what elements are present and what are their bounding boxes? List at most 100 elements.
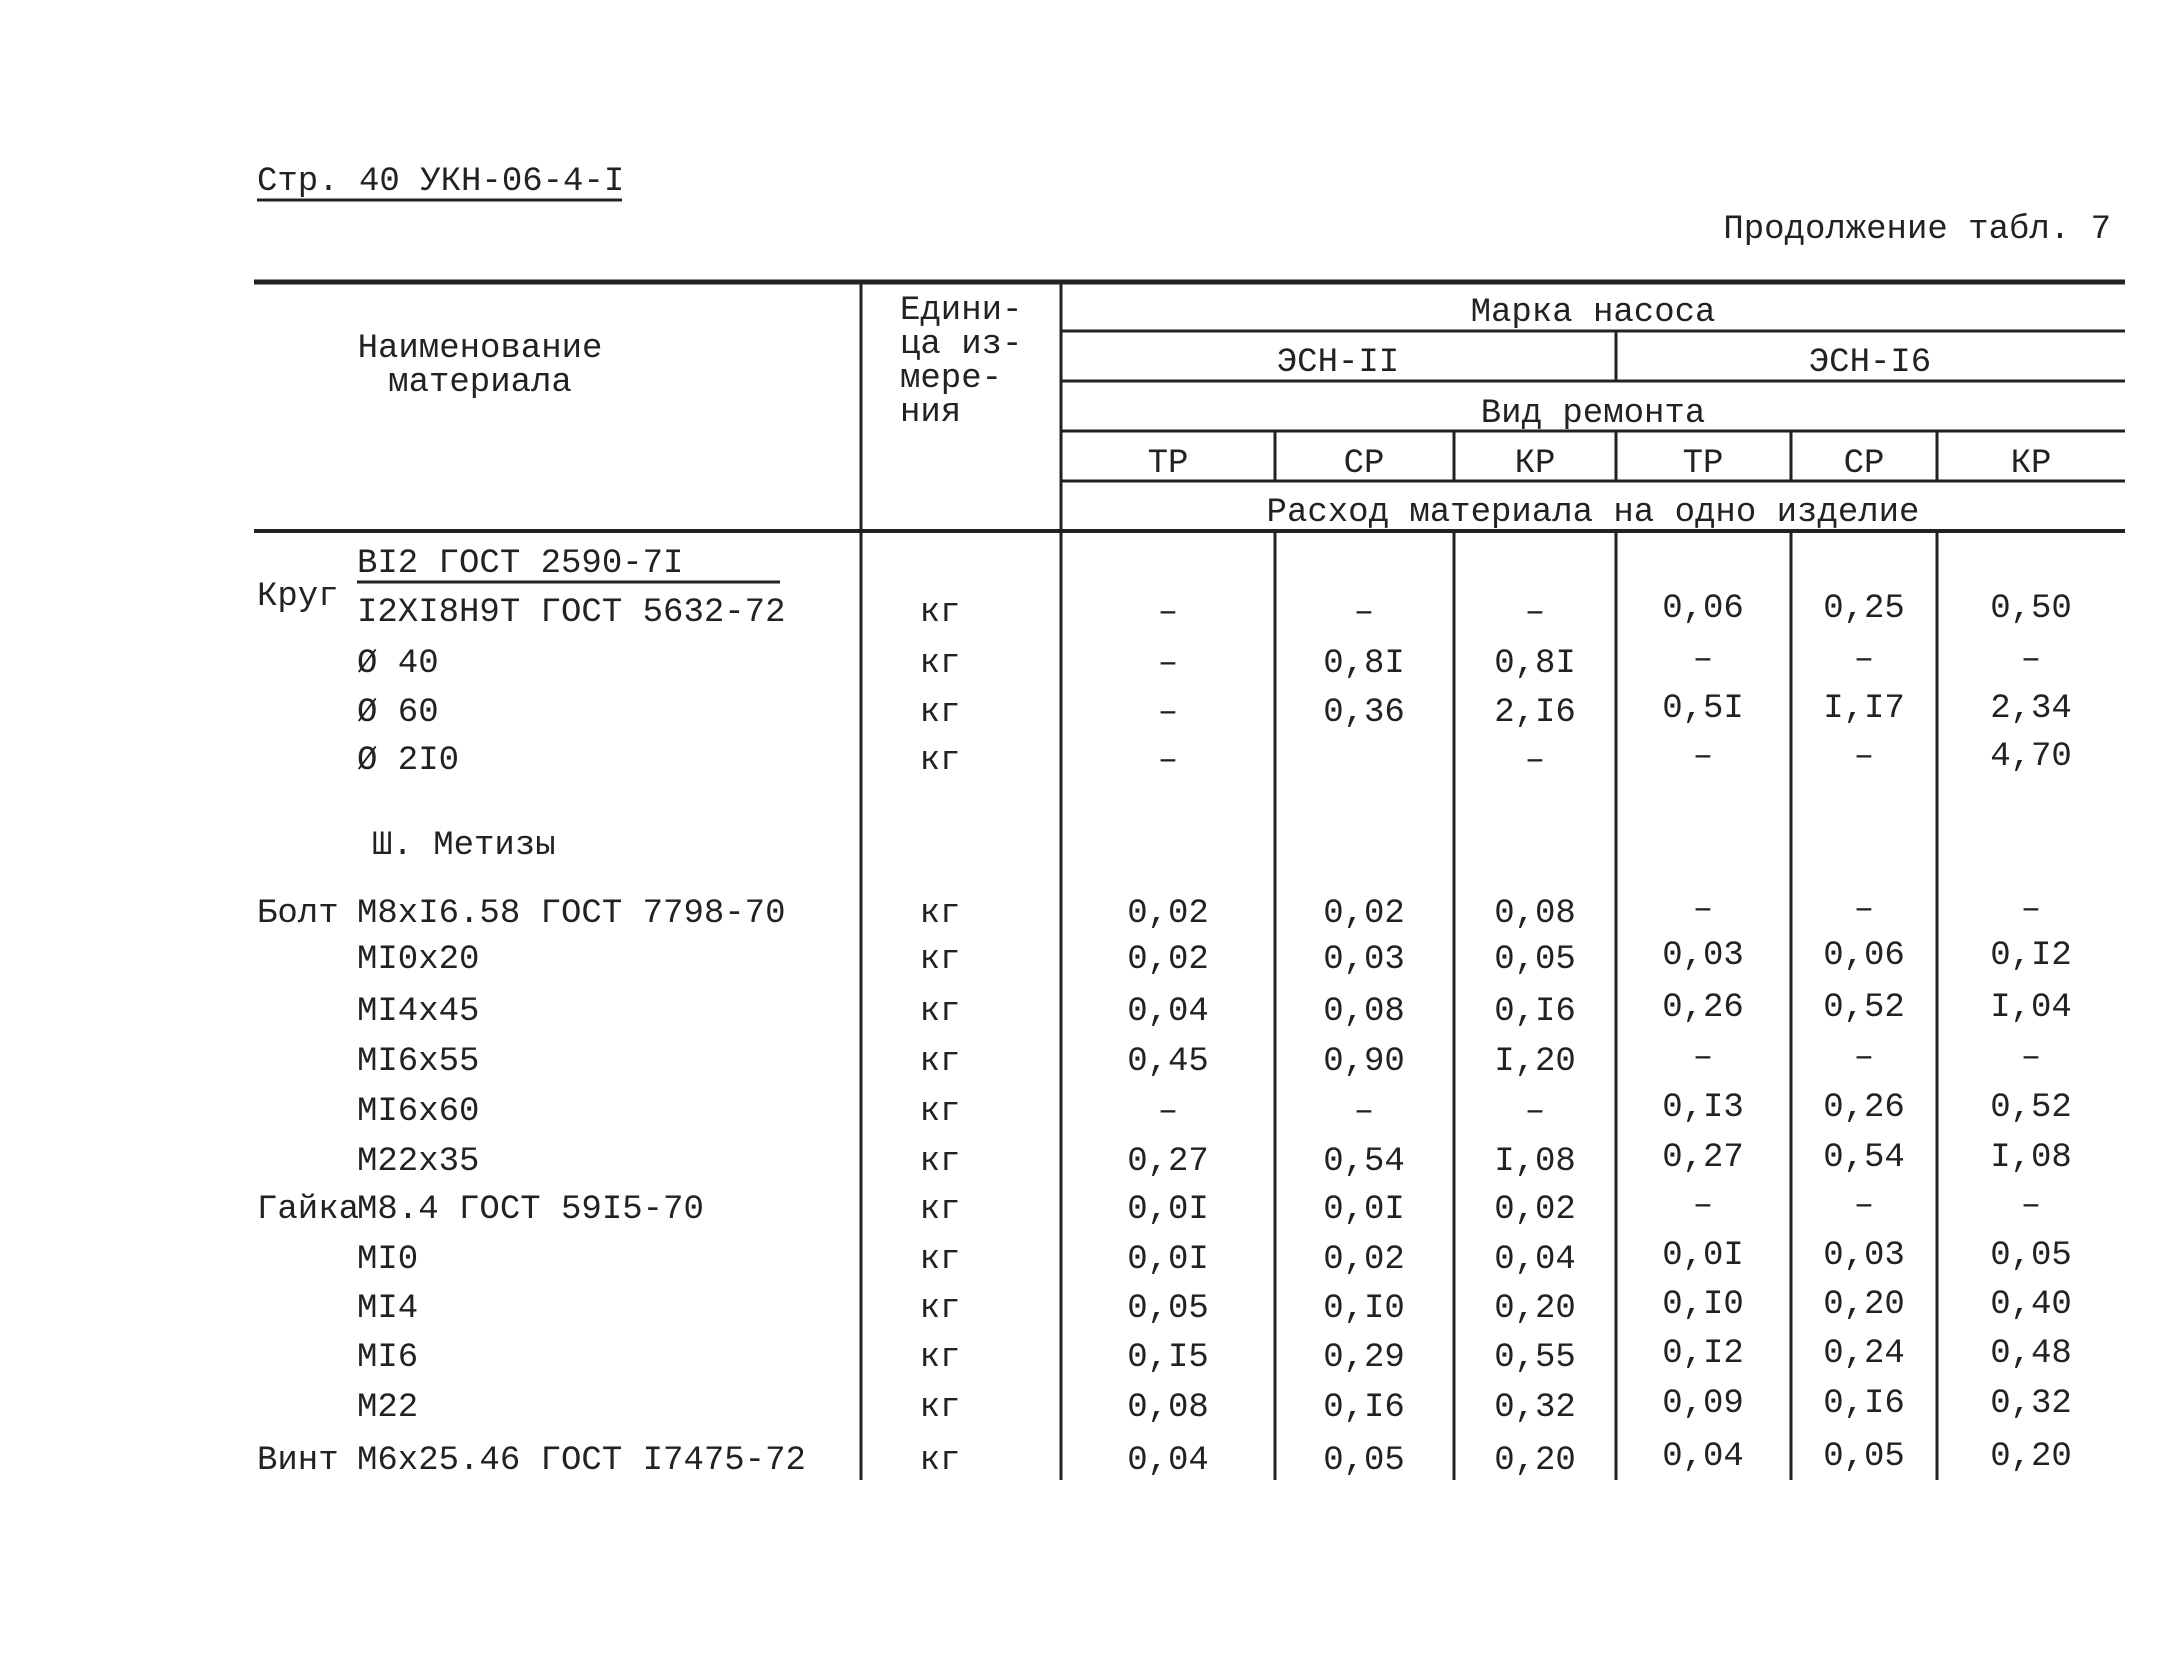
row-lead: Винт	[257, 1442, 339, 1480]
row-lead: Болт	[257, 895, 339, 933]
row-name: М22х35	[357, 1143, 479, 1181]
row-unit: кг	[920, 1191, 961, 1229]
cell-value: 0,05	[1323, 1442, 1405, 1480]
cell-value: 0,0I	[1127, 1191, 1209, 1229]
row-name: МI0	[357, 1241, 418, 1279]
cell-value: –	[1158, 1093, 1178, 1131]
table-rules	[254, 279, 2125, 1480]
head-repair-type: ТР	[1148, 445, 1189, 483]
continuation: Продолжение табл. 7	[1723, 211, 2111, 249]
head-repair-type: СР	[1344, 445, 1385, 483]
cell-value: –	[2021, 1187, 2041, 1225]
cell-value: 0,50	[1990, 590, 2072, 628]
row-unit: кг	[920, 895, 961, 933]
cell-value: 0,25	[1823, 590, 1905, 628]
cell-value: I,20	[1494, 1043, 1576, 1081]
cell-value: 0,36	[1323, 694, 1405, 732]
head-repair-type: КР	[2011, 445, 2052, 483]
cell-value: –	[1158, 742, 1178, 780]
row-name: М8.4 ГОСТ 59I5-70	[357, 1191, 704, 1229]
row-name: М6х25.46 ГОСТ I7475-72	[357, 1442, 806, 1480]
row-name: I2ХI8Н9Т ГОСТ 5632-72	[357, 594, 785, 632]
cell-value: 0,20	[1990, 1438, 2072, 1476]
head-pump: ЭСН-II	[1277, 344, 1399, 382]
cell-value: 0,45	[1127, 1043, 1209, 1081]
row-unit: кг	[920, 594, 961, 632]
row-unit: кг	[920, 1389, 961, 1427]
cell-value: 0,I2	[1990, 937, 2072, 975]
cell-value: –	[1158, 694, 1178, 732]
cell-value: 0,05	[1990, 1237, 2072, 1275]
head-brand: Марка насоса	[1471, 294, 1716, 332]
row-unit: кг	[920, 645, 961, 683]
row-name: М22	[357, 1389, 418, 1427]
cell-value: 0,26	[1823, 1089, 1905, 1127]
cell-value: 2,34	[1990, 690, 2072, 728]
row-name: Ø 2I0	[357, 742, 459, 780]
row-unit: кг	[920, 694, 961, 732]
cell-value: –	[1354, 1093, 1374, 1131]
cell-value: 0,04	[1127, 1442, 1209, 1480]
cell-value: 0,32	[1494, 1389, 1576, 1427]
cell-value: 0,I5	[1127, 1339, 1209, 1377]
cell-value: –	[1158, 594, 1178, 632]
cell-value: 0,24	[1823, 1335, 1905, 1373]
row-name: МI6х60	[357, 1093, 479, 1131]
cell-value: 0,0I	[1662, 1237, 1744, 1275]
head-unit: ца из-	[900, 326, 1022, 364]
cell-value: 4,70	[1990, 738, 2072, 776]
cell-value: –	[1158, 645, 1178, 683]
cell-value: 0,0I	[1323, 1191, 1405, 1229]
cell-value: 0,54	[1823, 1139, 1905, 1177]
cell-value: 2,I6	[1494, 694, 1576, 732]
cell-value: 0,5I	[1662, 690, 1744, 728]
head-name: Наименование	[358, 330, 603, 368]
cell-value: 0,I0	[1323, 1290, 1405, 1328]
cell-value: 0,90	[1323, 1043, 1405, 1081]
row-unit: кг	[920, 941, 961, 979]
cell-value: –	[1693, 1187, 1713, 1225]
cell-value: 0,09	[1662, 1385, 1744, 1423]
cell-value: 0,26	[1662, 989, 1744, 1027]
cell-value: 0,40	[1990, 1286, 2072, 1324]
section-title: Ш. Метизы	[372, 827, 556, 865]
cell-value: 0,27	[1127, 1143, 1209, 1181]
cell-value: 0,02	[1127, 941, 1209, 979]
cell-value: 0,03	[1662, 937, 1744, 975]
row-name: Ø 40	[357, 645, 439, 683]
cell-value: 0,27	[1662, 1139, 1744, 1177]
cell-value: 0,05	[1127, 1290, 1209, 1328]
head-repair-type: ТР	[1683, 445, 1724, 483]
cell-value: I,I7	[1823, 690, 1905, 728]
cell-value: –	[1854, 1039, 1874, 1077]
cell-value: –	[1854, 891, 1874, 929]
row-name: МI4х45	[357, 993, 479, 1031]
cell-value: 0,08	[1127, 1389, 1209, 1427]
cell-value: 0,04	[1662, 1438, 1744, 1476]
cell-value: I,08	[1990, 1139, 2072, 1177]
row-name: МI6х55	[357, 1043, 479, 1081]
cell-value: –	[1854, 1187, 1874, 1225]
cell-value: 0,52	[1990, 1089, 2072, 1127]
row-unit: кг	[920, 1442, 961, 1480]
cell-value: –	[1693, 641, 1713, 679]
cell-value: –	[2021, 891, 2041, 929]
row-unit: кг	[920, 1290, 961, 1328]
head-unit: мере-	[900, 360, 1002, 398]
cell-value: –	[1693, 738, 1713, 776]
row-unit: кг	[920, 742, 961, 780]
cell-value: 0,52	[1823, 989, 1905, 1027]
row-unit: кг	[920, 1241, 961, 1279]
row-lead: Круг	[257, 578, 339, 616]
cell-value: 0,08	[1323, 993, 1405, 1031]
cell-value: –	[1525, 1093, 1545, 1131]
cell-value: 0,03	[1823, 1237, 1905, 1275]
row-unit: кг	[920, 1143, 961, 1181]
cell-value: 0,20	[1823, 1286, 1905, 1324]
row-over: ВI2 ГОСТ 2590-7I	[357, 545, 683, 583]
cell-value: –	[1354, 594, 1374, 632]
cell-value: 0,02	[1323, 1241, 1405, 1279]
row-name: МI6	[357, 1339, 418, 1377]
row-name: МI4	[357, 1290, 418, 1328]
